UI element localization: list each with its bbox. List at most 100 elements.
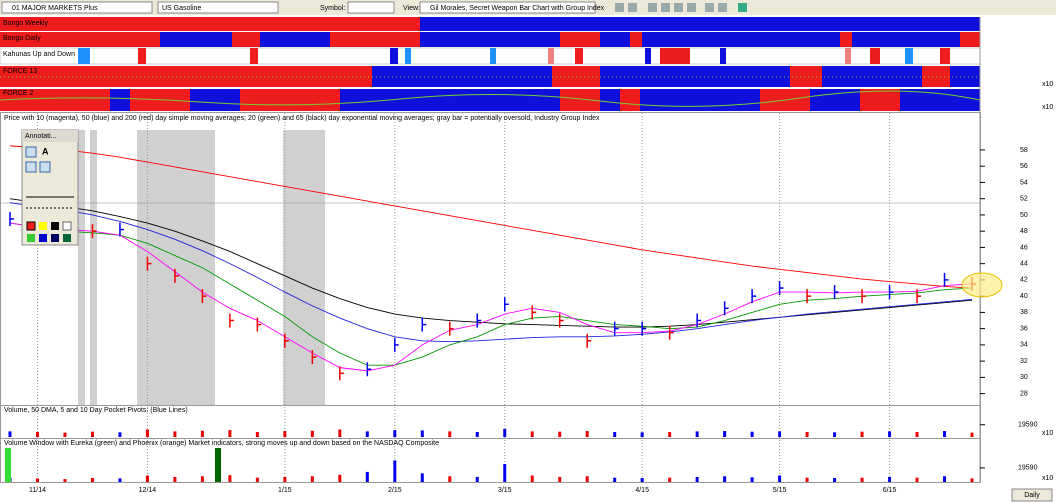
volume-bar xyxy=(283,476,287,482)
volume-bar xyxy=(310,430,314,437)
view-label: View: xyxy=(403,5,420,12)
volume-bar xyxy=(90,478,94,482)
volume-bar xyxy=(475,432,479,437)
volume-scale: x10 xyxy=(1042,430,1053,437)
price-bar xyxy=(916,289,922,304)
volume-bar xyxy=(613,432,617,437)
volume-bar xyxy=(640,478,644,482)
volume-bar xyxy=(338,429,342,437)
x-tick-label: 2/15 xyxy=(388,487,402,494)
price-bar xyxy=(394,337,399,352)
view-dropdown[interactable] xyxy=(419,1,596,14)
price-bar xyxy=(449,321,454,336)
price-bar xyxy=(778,281,784,296)
volume-bar xyxy=(860,431,864,437)
volume-bar xyxy=(915,432,919,437)
price-bar xyxy=(311,350,317,365)
bongo-daily-strip xyxy=(0,32,980,47)
volume-bar xyxy=(90,431,94,437)
highlight xyxy=(961,272,1003,298)
list-dropdown[interactable] xyxy=(1,1,153,14)
volume-bar xyxy=(8,431,12,437)
x-tick-label: 3/15 xyxy=(498,487,512,494)
symbol-dropdown[interactable] xyxy=(157,1,279,14)
x-tick-label: 11/14 xyxy=(29,487,46,494)
price-title: Price with 10 (magenta), 50 (blue) and 2… xyxy=(4,115,600,122)
force-2-strip xyxy=(0,89,981,111)
volume-bar xyxy=(888,476,892,482)
price-bar xyxy=(888,285,894,300)
volume-bar xyxy=(943,431,947,437)
strip-scale: x10 xyxy=(1042,81,1053,88)
price-bar xyxy=(284,333,289,348)
volume-bar xyxy=(173,476,177,482)
kahunas-strip xyxy=(0,47,981,65)
price-bar xyxy=(806,289,812,304)
x-tick-label: 5/15 xyxy=(773,487,787,494)
strip-scale: x10 xyxy=(1042,104,1053,111)
volume-bar xyxy=(723,476,727,482)
volume-bar xyxy=(448,476,452,482)
moving-average xyxy=(9,145,973,289)
price-bar xyxy=(503,297,509,312)
moving-average xyxy=(9,222,973,372)
volume-bar xyxy=(503,428,507,437)
volume-bar xyxy=(585,431,589,437)
volume-bar xyxy=(750,431,754,437)
y-tick-label: 44 xyxy=(1020,260,1028,267)
y-tick-label: 42 xyxy=(1020,277,1028,284)
price-bar xyxy=(833,285,839,300)
volume-bar xyxy=(558,476,562,482)
price-bar xyxy=(119,222,124,237)
strip-labels: Bongo Weekly Bongo Daily Kahunas Up and … xyxy=(3,20,1053,111)
volume-bar xyxy=(695,476,699,482)
annotation-palette[interactable]: Annotati... A xyxy=(21,129,79,246)
price-bar xyxy=(641,321,647,336)
volume-title: Volume, 50 DMA, 5 and 10 Day Pocket Pivo… xyxy=(4,407,188,414)
volume-window-scale: x10 xyxy=(1042,475,1053,482)
volume-bar xyxy=(118,432,122,437)
y-tick-label: 30 xyxy=(1020,374,1028,381)
strip-label: Kahunas Up and Down xyxy=(3,51,75,58)
moving-average xyxy=(9,198,973,328)
view-name: Gil Morales, Secret Weapon Bar Chart wit… xyxy=(430,5,605,12)
volume-bar xyxy=(805,432,809,437)
price-bar xyxy=(146,256,152,271)
volume-bar xyxy=(778,475,782,482)
volume-bar xyxy=(943,476,947,482)
y-tick-label: 52 xyxy=(1020,196,1028,203)
volume-bar xyxy=(310,476,314,482)
volume-bar xyxy=(365,471,369,482)
volume-bar xyxy=(888,431,892,437)
text-tool[interactable]: A xyxy=(42,146,49,156)
price-bar xyxy=(256,317,262,332)
volume-bar xyxy=(970,478,974,482)
x-tick-label: 6/15 xyxy=(883,487,897,494)
volume-bar xyxy=(338,474,342,482)
palette-title: Annotati... xyxy=(25,133,57,140)
volume-bar xyxy=(255,432,259,437)
eureka-marker xyxy=(215,448,221,482)
volume-bar xyxy=(668,477,672,482)
volume-bar xyxy=(640,432,644,437)
y-tick-label: 56 xyxy=(1020,163,1028,170)
volume-bar xyxy=(613,477,617,482)
price-bar xyxy=(613,321,619,336)
y-tick-label: 54 xyxy=(1020,179,1028,186)
volume-bar xyxy=(420,430,424,437)
volume-bar xyxy=(668,432,672,437)
volume-bar xyxy=(503,464,507,482)
price-bar xyxy=(586,333,592,348)
plot: 28 30 32 34 36 38 40 42 44 46 48 50 52 54 56 58 11/14 12/… xyxy=(8,113,1038,494)
price-bar xyxy=(696,313,702,328)
daily-button[interactable] xyxy=(1011,488,1053,502)
toolbar-icons[interactable] xyxy=(615,3,747,12)
volume-bar xyxy=(970,432,974,437)
price-bar xyxy=(723,301,729,316)
volume-bar xyxy=(145,475,149,482)
price-bar xyxy=(476,313,482,328)
symbol-input[interactable] xyxy=(347,1,395,14)
strip-label: Bongo Daily xyxy=(3,35,41,42)
volume-bar xyxy=(393,430,397,437)
